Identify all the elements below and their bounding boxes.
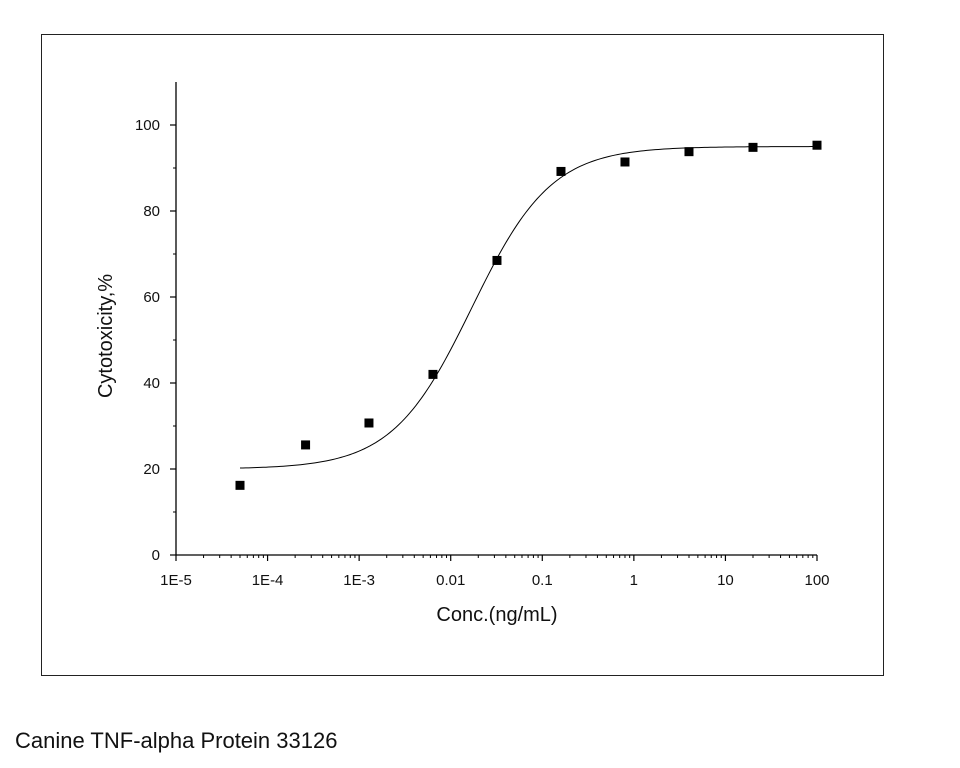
data-point <box>301 440 311 450</box>
x-tick-label: 1E-4 <box>252 572 284 589</box>
x-tick-label: 100 <box>804 572 829 589</box>
data-point <box>492 255 502 265</box>
y-tick-label: 20 <box>143 461 160 478</box>
y-tick-label: 0 <box>152 547 160 564</box>
y-tick-label: 60 <box>143 289 160 306</box>
fit-curve <box>239 146 818 469</box>
y-tick-label: 100 <box>135 117 160 134</box>
data-point <box>620 157 630 167</box>
y-tick-label: 40 <box>143 375 160 392</box>
data-points <box>235 140 822 490</box>
x-axis-label: Conc.(ng/mL) <box>436 604 557 626</box>
data-point <box>684 147 694 157</box>
y-tick-label: 80 <box>143 203 160 220</box>
data-point <box>812 140 822 150</box>
data-point <box>235 480 245 490</box>
plot-frame <box>41 34 884 676</box>
data-point <box>748 142 758 152</box>
data-point <box>364 418 374 428</box>
x-tick-label: 0.1 <box>532 572 553 589</box>
data-point <box>428 369 438 379</box>
y-axis-label: Cytotoxicity,% <box>95 274 117 398</box>
x-tick-label: 1E-3 <box>343 572 375 589</box>
ticks: 0 20 40 60 80 100 1E-5 1E-4 1E-3 0.01 0.1 1 10 100 <box>135 117 830 589</box>
x-tick-label: 0.01 <box>436 572 465 589</box>
x-tick-label: 1E-5 <box>160 572 192 589</box>
x-tick-label: 10 <box>717 572 734 589</box>
figure-caption: Canine TNF-alpha Protein 33126 <box>15 728 338 753</box>
x-tick-label: 1 <box>630 572 638 589</box>
axes <box>175 82 817 556</box>
data-point <box>556 166 566 176</box>
